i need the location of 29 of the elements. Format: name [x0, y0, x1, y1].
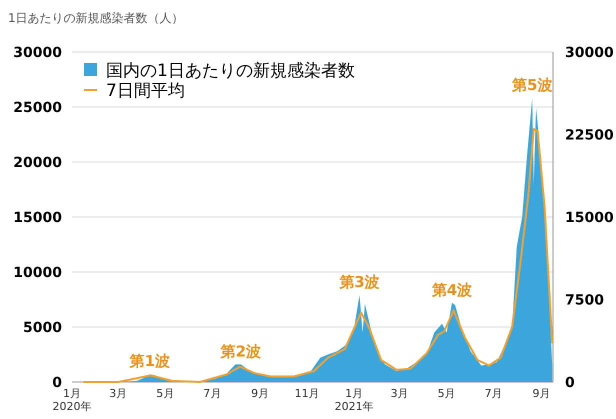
y-tick-label: 10000 — [13, 265, 62, 281]
y2-tick-label: 7500 — [565, 292, 604, 308]
annotation: 第3波 — [338, 273, 380, 292]
y2-tick-label: 15000 — [565, 210, 614, 226]
y-tick-label: 15000 — [13, 210, 62, 226]
y2-tick-label: 30000 — [565, 45, 614, 61]
x-tick-label: 9月 — [251, 387, 270, 400]
annotation: 第2波 — [220, 342, 262, 360]
x-tick-label: 5月 — [438, 387, 456, 400]
y-tick-label: 25000 — [13, 100, 62, 116]
x-tick-label: 3月 — [109, 387, 128, 400]
x-tick-label: 7月 — [203, 387, 222, 400]
y-tick-label: 20000 — [13, 155, 62, 171]
x-tick-label: 5月 — [156, 387, 174, 400]
x-tick-label: 9月 — [532, 387, 550, 400]
x-tick-label: 1月 2021年 — [334, 387, 374, 413]
chart-title: 1日あたりの新規感染者数（人） — [8, 11, 184, 25]
x-tick-label: 11月 — [294, 387, 320, 400]
legend-label: 7日間平均 — [106, 81, 185, 101]
annotation: 第4波 — [430, 280, 472, 299]
annotation: 第1波 — [128, 352, 170, 370]
y2-tick-label: 22500 — [565, 128, 614, 144]
legend-label: 国内の1日あたりの新規感染者数 — [106, 61, 355, 81]
x-tick-label: 3月 — [390, 387, 409, 400]
annotation: 第5波 — [510, 76, 552, 94]
x-tick-label: 7月 — [484, 387, 503, 400]
y-tick-label: 30000 — [13, 45, 62, 61]
y-tick-label: 5000 — [23, 320, 62, 336]
y2-tick-label: 0 — [565, 375, 575, 391]
